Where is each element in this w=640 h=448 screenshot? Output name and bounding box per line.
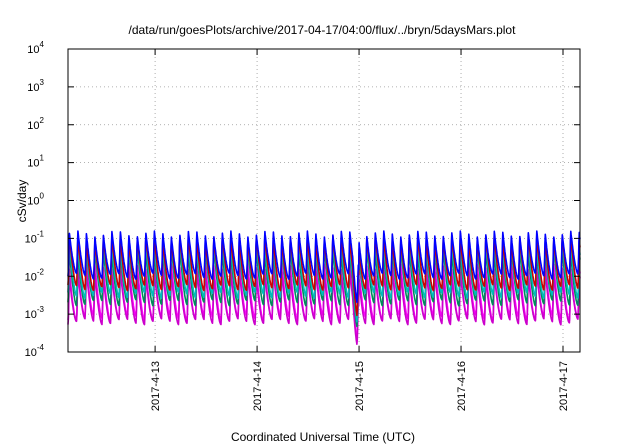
- y-tick-base: 10: [27, 158, 39, 170]
- x-tick-label: 2017-4-14: [252, 361, 264, 411]
- y-tick-base: 10: [25, 309, 37, 321]
- x-tick-label: 2017-4-16: [456, 361, 468, 411]
- series-group: [67, 230, 581, 345]
- y-tick-exponent: 1: [40, 154, 45, 163]
- y-tick-exponent: 3: [40, 78, 45, 87]
- y-tick-label: 104: [27, 40, 44, 56]
- x-axis: 2017-4-13 2017-4-14 2017-4-15 2017-4-16 2017…: [150, 49, 570, 411]
- y-tick-label: 10-3: [25, 305, 45, 321]
- y-tick-base: 10: [27, 120, 39, 132]
- y-tick-exponent: -3: [37, 305, 45, 314]
- x-tick-label: 2017-4-17: [558, 361, 570, 411]
- y-tick-base: 10: [25, 347, 37, 359]
- y-tick-label: 102: [27, 116, 44, 132]
- y-tick-base: 10: [27, 196, 39, 208]
- y-tick-label: 103: [27, 78, 44, 94]
- y-tick-exponent: -2: [37, 267, 45, 276]
- y-tick-exponent: 4: [40, 40, 45, 49]
- y-tick-exponent: -4: [37, 343, 45, 352]
- x-tick-label: 2017-4-15: [354, 361, 366, 411]
- y-tick-base: 10: [27, 44, 39, 56]
- y-tick-base: 10: [25, 271, 37, 283]
- x-axis-label: Coordinated Universal Time (UTC): [231, 430, 415, 444]
- y-tick-base: 10: [27, 82, 39, 94]
- y-tick-label: 100: [27, 192, 44, 208]
- series-line: [67, 230, 581, 304]
- y-tick-label: 10-4: [25, 343, 45, 359]
- y-tick-base: 10: [25, 233, 37, 245]
- y-tick-exponent: 2: [40, 116, 45, 125]
- y-tick-exponent: -1: [37, 229, 45, 238]
- y-tick-label: 101: [27, 154, 44, 170]
- x-tick-label: 2017-4-13: [150, 361, 162, 411]
- y-tick-exponent: 0: [40, 192, 45, 201]
- y-tick-label: 10-1: [25, 229, 45, 245]
- y-axis-label: cSv/day: [15, 180, 29, 223]
- chart-title: /data/run/goesPlots/archive/2017-04-17/0…: [129, 23, 517, 37]
- y-tick-label: 10-2: [25, 267, 45, 283]
